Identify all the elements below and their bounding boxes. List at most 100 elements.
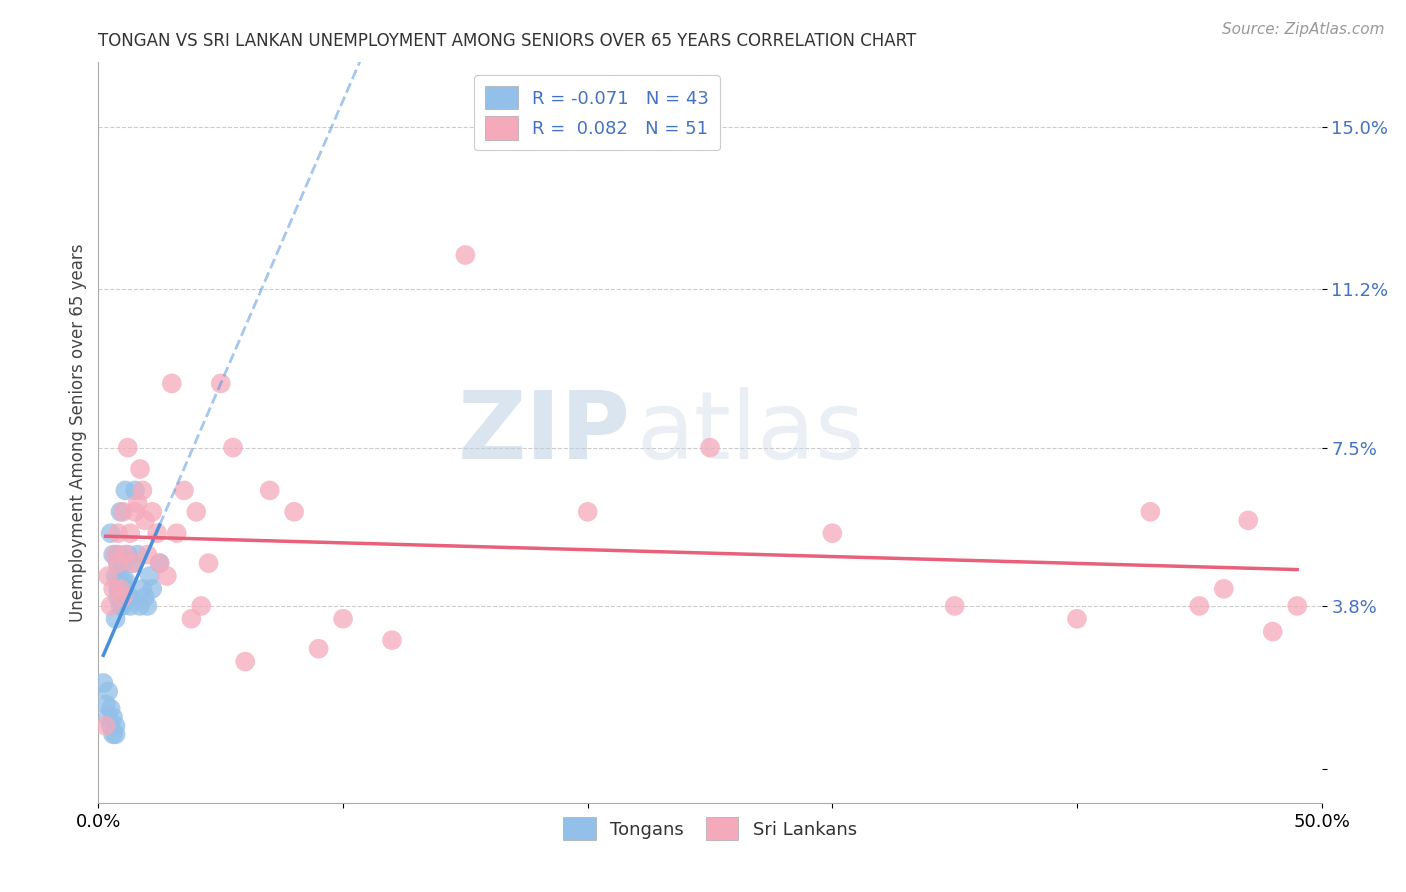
Point xyxy=(111,556,134,570)
Point xyxy=(121,556,143,570)
Point xyxy=(190,599,212,613)
Point xyxy=(699,441,721,455)
Point xyxy=(117,441,139,455)
Point xyxy=(943,599,966,613)
Point xyxy=(117,591,139,605)
Point xyxy=(120,591,142,605)
Point xyxy=(107,548,129,562)
Text: TONGAN VS SRI LANKAN UNEMPLOYMENT AMONG SENIORS OVER 65 YEARS CORRELATION CHART: TONGAN VS SRI LANKAN UNEMPLOYMENT AMONG … xyxy=(98,32,917,50)
Point xyxy=(180,612,202,626)
Text: Source: ZipAtlas.com: Source: ZipAtlas.com xyxy=(1222,22,1385,37)
Point xyxy=(104,727,127,741)
Point xyxy=(100,526,122,541)
Point xyxy=(101,548,124,562)
Point xyxy=(160,376,183,391)
Point xyxy=(576,505,599,519)
Point xyxy=(1188,599,1211,613)
Point xyxy=(104,719,127,733)
Point xyxy=(308,641,330,656)
Point xyxy=(259,483,281,498)
Point xyxy=(129,462,152,476)
Point xyxy=(111,591,134,605)
Point xyxy=(110,505,132,519)
Point xyxy=(104,548,127,562)
Point xyxy=(1237,513,1260,527)
Point xyxy=(94,719,117,733)
Point xyxy=(110,582,132,596)
Point xyxy=(124,505,146,519)
Point xyxy=(332,612,354,626)
Point xyxy=(107,556,129,570)
Point xyxy=(97,710,120,724)
Point xyxy=(454,248,477,262)
Point xyxy=(111,599,134,613)
Point xyxy=(1261,624,1284,639)
Point xyxy=(97,684,120,698)
Point xyxy=(107,591,129,605)
Point xyxy=(110,599,132,613)
Point xyxy=(197,556,219,570)
Point xyxy=(120,526,142,541)
Point xyxy=(141,582,163,596)
Point xyxy=(91,676,114,690)
Point xyxy=(114,574,136,588)
Point xyxy=(107,582,129,596)
Point xyxy=(110,582,132,596)
Point xyxy=(156,569,179,583)
Point xyxy=(1139,505,1161,519)
Point xyxy=(149,556,172,570)
Point xyxy=(173,483,195,498)
Point xyxy=(104,612,127,626)
Point xyxy=(149,556,172,570)
Point xyxy=(107,574,129,588)
Point xyxy=(127,548,149,562)
Point xyxy=(111,505,134,519)
Point xyxy=(114,548,136,562)
Point xyxy=(146,526,169,541)
Point xyxy=(139,569,162,583)
Point xyxy=(124,483,146,498)
Point xyxy=(104,569,127,583)
Point xyxy=(120,599,142,613)
Legend: Tongans, Sri Lankans: Tongans, Sri Lankans xyxy=(554,808,866,849)
Point xyxy=(97,569,120,583)
Point xyxy=(166,526,188,541)
Point xyxy=(131,582,153,596)
Point xyxy=(121,556,143,570)
Point xyxy=(107,556,129,570)
Point xyxy=(131,483,153,498)
Y-axis label: Unemployment Among Seniors over 65 years: Unemployment Among Seniors over 65 years xyxy=(69,244,87,622)
Point xyxy=(821,526,844,541)
Point xyxy=(129,599,152,613)
Point xyxy=(107,526,129,541)
Point xyxy=(186,505,208,519)
Point xyxy=(127,496,149,510)
Point xyxy=(117,548,139,562)
Point xyxy=(283,505,305,519)
Point xyxy=(134,591,156,605)
Point xyxy=(101,582,124,596)
Point xyxy=(1286,599,1309,613)
Point xyxy=(233,655,256,669)
Point xyxy=(209,376,232,391)
Point xyxy=(100,701,122,715)
Point xyxy=(114,483,136,498)
Point xyxy=(100,719,122,733)
Point xyxy=(111,591,134,605)
Point xyxy=(1066,612,1088,626)
Point xyxy=(136,599,159,613)
Point xyxy=(94,698,117,712)
Point xyxy=(1212,582,1234,596)
Point xyxy=(111,574,134,588)
Point xyxy=(136,548,159,562)
Point xyxy=(114,582,136,596)
Point xyxy=(100,599,122,613)
Point xyxy=(101,727,124,741)
Text: atlas: atlas xyxy=(637,386,865,479)
Text: ZIP: ZIP xyxy=(457,386,630,479)
Point xyxy=(222,441,245,455)
Point xyxy=(381,633,404,648)
Point xyxy=(101,710,124,724)
Point xyxy=(141,505,163,519)
Point xyxy=(134,513,156,527)
